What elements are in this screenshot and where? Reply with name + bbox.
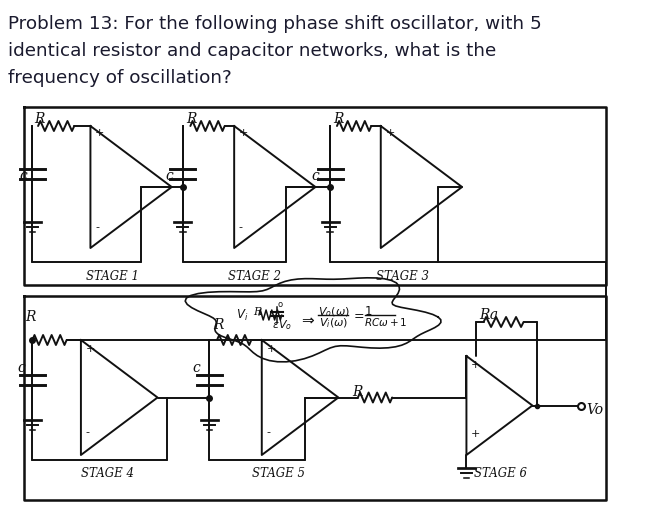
- Text: -: -: [95, 222, 99, 232]
- Text: +: +: [266, 344, 276, 354]
- Text: R: R: [213, 318, 224, 332]
- Text: +: +: [95, 128, 104, 138]
- Text: Ra: Ra: [479, 308, 498, 322]
- Text: -: -: [86, 427, 90, 437]
- Text: $\Rightarrow$: $\Rightarrow$: [299, 311, 316, 326]
- Text: STAGE 2: STAGE 2: [228, 270, 281, 283]
- Text: R: R: [253, 307, 262, 317]
- Text: c: c: [192, 361, 200, 375]
- Text: +: +: [386, 128, 395, 138]
- Text: +: +: [239, 128, 249, 138]
- Text: o: o: [278, 300, 283, 309]
- Text: $V_i$: $V_i$: [236, 308, 249, 323]
- Text: +: +: [471, 360, 481, 370]
- Text: $RC\omega+1$: $RC\omega+1$: [363, 316, 407, 328]
- Text: c: c: [312, 169, 319, 183]
- Text: R: R: [186, 112, 197, 126]
- Text: $V_o(\omega)$: $V_o(\omega)$: [318, 305, 350, 318]
- Text: 1: 1: [365, 305, 372, 318]
- Text: $\varepsilon V_o$: $\varepsilon V_o$: [272, 318, 293, 332]
- Text: $V_i(\omega)$: $V_i(\omega)$: [319, 316, 348, 330]
- Text: R: R: [333, 112, 344, 126]
- Text: -: -: [239, 222, 243, 232]
- Text: STAGE 4: STAGE 4: [81, 467, 134, 480]
- Text: c: c: [165, 169, 173, 183]
- Text: R: R: [352, 385, 363, 399]
- Text: STAGE 3: STAGE 3: [376, 270, 429, 283]
- Text: identical resistor and capacitor networks, what is the: identical resistor and capacitor network…: [8, 42, 496, 60]
- Text: c: c: [19, 169, 27, 183]
- Text: STAGE 5: STAGE 5: [253, 467, 305, 480]
- Text: R: R: [34, 112, 45, 126]
- Text: c: c: [17, 361, 25, 375]
- Text: +: +: [86, 344, 95, 354]
- Text: Problem 13: For the following phase shift oscillator, with 5: Problem 13: For the following phase shif…: [8, 15, 541, 33]
- Text: R: R: [25, 310, 35, 324]
- Text: Vo: Vo: [586, 403, 604, 417]
- Text: STAGE 6: STAGE 6: [474, 467, 527, 480]
- Text: frequency of oscillation?: frequency of oscillation?: [8, 69, 232, 87]
- Text: =: =: [354, 310, 365, 323]
- Text: -: -: [266, 427, 270, 437]
- Text: STAGE 1: STAGE 1: [86, 270, 138, 283]
- Text: +: +: [471, 429, 481, 439]
